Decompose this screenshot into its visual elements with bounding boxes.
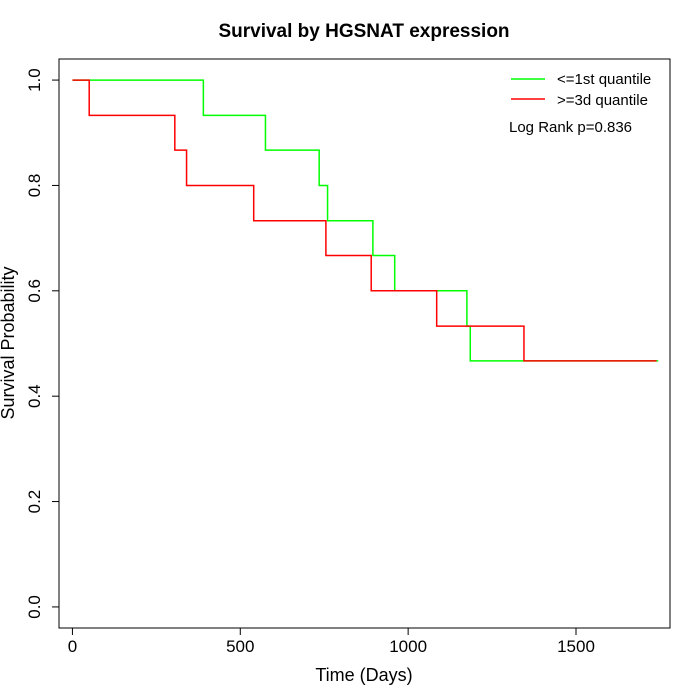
x-tick-label: 1500 <box>557 637 595 656</box>
chart-title: Survival by HGSNAT expression <box>218 21 509 42</box>
x-axis-label: Time (Days) <box>315 665 412 685</box>
x-tick-label: 1000 <box>389 637 427 656</box>
legend: <=1st quantile >=3d quantile Log Rank p=… <box>509 71 651 136</box>
plot-frame <box>58 58 671 629</box>
x-tick-label: 0 <box>68 637 77 656</box>
y-tick-label: 0.2 <box>25 490 44 514</box>
log-rank-annotation: Log Rank p=0.836 <box>509 119 632 136</box>
y-axis: 0.0 0.2 0.4 0.6 0.8 1.0 <box>25 68 60 619</box>
y-tick-label: 0.4 <box>25 384 44 408</box>
legend-label-low: <=1st quantile <box>557 71 651 88</box>
y-tick-label: 0.0 <box>25 595 44 619</box>
y-tick-label: 1.0 <box>25 68 44 92</box>
y-tick-label: 0.8 <box>25 174 44 198</box>
y-axis-label: Survival Probability <box>0 266 18 419</box>
legend-label-high: >=3d quantile <box>557 92 648 109</box>
series-layer <box>72 79 659 362</box>
series-line-1 <box>72 79 657 362</box>
x-axis: 0 500 1000 1500 <box>68 627 595 656</box>
x-tick-label: 500 <box>226 637 254 656</box>
y-tick-label: 0.6 <box>25 279 44 303</box>
